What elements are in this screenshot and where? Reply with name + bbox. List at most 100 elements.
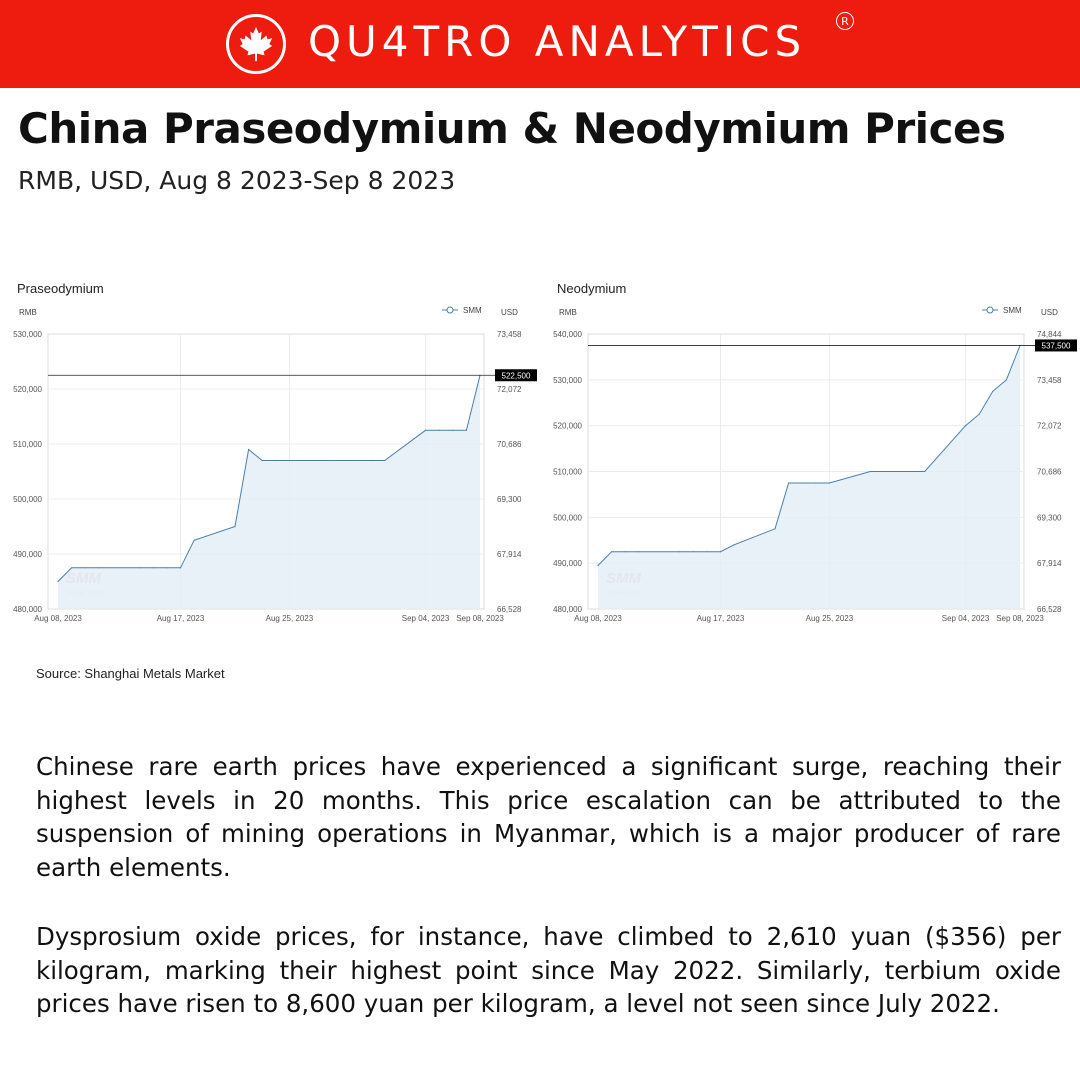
- brand-name: QU4TRO ANALYTICS: [308, 17, 807, 66]
- registered-mark: R: [836, 12, 854, 30]
- page-title: China Praseodymium & Neodymium Prices: [18, 104, 1006, 153]
- x-tick-label: Aug 17, 2023: [157, 614, 205, 623]
- data-point: [679, 551, 681, 553]
- data-point: [883, 470, 885, 473]
- y-tick-left: 480,000: [13, 605, 42, 614]
- data-point: [815, 482, 817, 484]
- data-point: [166, 567, 168, 569]
- y-tick-left: 490,000: [553, 559, 582, 568]
- y-tick-right: 69,300: [1037, 513, 1062, 522]
- y-tick-right: 73,458: [1037, 376, 1062, 385]
- y-tick-left: 480,000: [553, 605, 582, 614]
- x-tick-label: Aug 25, 2023: [806, 614, 854, 623]
- x-tick-label: Sep 04, 2023: [402, 614, 450, 623]
- x-tick-label: Sep 08, 2023: [456, 614, 504, 623]
- brand-logo: [226, 14, 286, 74]
- current-value-box: [1035, 339, 1077, 352]
- neodymium-chart: Neodymium RMB USD SMM 540,000 530,000 520,000 5…: [553, 281, 1077, 623]
- y-tick-right: 70,686: [1037, 468, 1062, 477]
- body-paragraph-2: Dysprosium oxide prices, for instance, h…: [36, 922, 1061, 1018]
- y-tick-right: 66,528: [497, 605, 522, 614]
- data-point: [84, 567, 86, 569]
- data-point: [869, 470, 871, 473]
- y-tick-right: 67,914: [497, 550, 522, 559]
- legend-label: SMM: [463, 306, 482, 315]
- series-line: [597, 345, 1021, 566]
- data-point: [384, 459, 386, 462]
- data-point: [992, 390, 994, 392]
- data-point: [343, 459, 345, 462]
- y-tick-left: 490,000: [13, 550, 42, 559]
- y-tick-left: 500,000: [553, 513, 582, 522]
- data-point: [261, 459, 263, 462]
- data-point: [774, 528, 776, 530]
- praseodymium-chart: Praseodymium RMB USD SMM 530,000 520,000 510,0…: [13, 281, 537, 623]
- current-value-box: [495, 369, 537, 382]
- data-point: [465, 429, 467, 431]
- data-point: [356, 459, 359, 462]
- y-tick-right: 72,072: [497, 385, 522, 394]
- data-point: [624, 551, 626, 553]
- legend-marker: [986, 306, 994, 314]
- y-tick-left: 510,000: [13, 440, 42, 449]
- data-point: [193, 539, 195, 541]
- data-point: [275, 459, 277, 462]
- y-tick-left: 510,000: [553, 468, 582, 477]
- data-point: [248, 448, 250, 451]
- left-axis-unit: RMB: [19, 308, 37, 317]
- data-point: [788, 482, 790, 484]
- data-point: [597, 564, 599, 567]
- data-point: [288, 459, 290, 462]
- maple-leaf-icon: [239, 26, 273, 62]
- x-tick-label: Aug 08, 2023: [34, 614, 82, 623]
- y-tick-right: 74,844: [1037, 330, 1062, 339]
- data-point: [924, 470, 926, 473]
- data-point: [152, 567, 154, 569]
- data-point: [719, 551, 722, 553]
- data-point: [452, 429, 454, 431]
- data-point: [329, 459, 331, 462]
- y-tick-left: 520,000: [553, 422, 582, 431]
- current-value-label: 537,500: [1042, 341, 1071, 350]
- y-tick-left: 530,000: [13, 330, 42, 339]
- data-point: [438, 429, 440, 431]
- data-point: [638, 551, 640, 553]
- data-point: [234, 525, 236, 528]
- data-point: [706, 551, 708, 553]
- data-point: [1005, 379, 1007, 381]
- series-line: [57, 375, 481, 582]
- data-point: [98, 567, 100, 569]
- data-point: [611, 551, 613, 553]
- data-point: [139, 567, 141, 569]
- data-point: [978, 413, 980, 415]
- body-paragraph-1: Chinese rare earth prices have experienc…: [36, 752, 1061, 882]
- left-axis-unit: RMB: [559, 308, 577, 317]
- legend-marker: [446, 306, 454, 314]
- header-bar: QU4TRO ANALYTICS R: [0, 0, 1080, 88]
- data-point: [828, 482, 830, 484]
- y-tick-left: 540,000: [553, 330, 582, 339]
- data-point: [71, 567, 73, 569]
- legend-label: SMM: [1003, 306, 1022, 315]
- data-point: [910, 470, 912, 473]
- y-tick-left: 530,000: [553, 376, 582, 385]
- y-tick-right: 66,528: [1037, 605, 1062, 614]
- chart-title: Neodymium: [557, 281, 626, 296]
- right-axis-unit: USD: [1041, 308, 1058, 317]
- data-point: [733, 544, 735, 546]
- series-area: [598, 345, 1020, 609]
- x-tick-label: Sep 08, 2023: [996, 614, 1044, 623]
- data-point: [964, 425, 967, 427]
- y-tick-left: 520,000: [13, 385, 42, 394]
- data-point: [692, 551, 694, 553]
- current-value-label: 522,500: [502, 371, 531, 380]
- page-subtitle: RMB, USD, Aug 8 2023-Sep 8 2023: [18, 166, 456, 195]
- y-tick-right: 69,300: [497, 495, 522, 504]
- y-tick-right: 73,458: [497, 330, 522, 339]
- y-tick-left: 500,000: [13, 495, 42, 504]
- data-point: [896, 470, 899, 473]
- data-point: [370, 459, 372, 462]
- source-note: Source: Shanghai Metals Market: [36, 666, 225, 681]
- series-area: [58, 375, 480, 609]
- y-tick-right: 72,072: [1037, 422, 1062, 431]
